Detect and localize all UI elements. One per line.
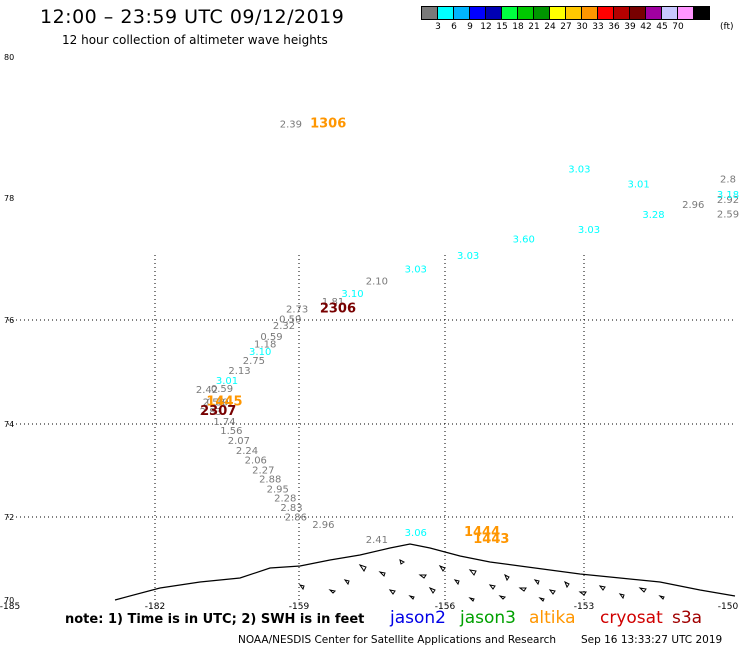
pass-time-label: 1445 [206, 394, 242, 409]
legend-jason3: jason3 [460, 608, 516, 628]
color-swatch [693, 6, 710, 20]
wave-height-label: 2.73 [286, 305, 308, 316]
wave-height-label: 3.03 [457, 251, 479, 262]
color-scale-tick: 36 [608, 22, 620, 32]
color-scale-tick: 42 [640, 22, 652, 32]
pass-time-label: 1306 [310, 117, 346, 132]
color-scale-tick: 24 [544, 22, 556, 32]
pass-time-label: 1444 [464, 525, 500, 540]
pass-time-label: 2307 [200, 404, 236, 419]
color-scale-tick: 33 [592, 22, 604, 32]
gridlines [8, 255, 735, 602]
color-scale-tick: 27 [560, 22, 572, 32]
longitude-label: -156 [435, 602, 456, 612]
wave-height-label: 2.95 [267, 484, 289, 495]
credit-line: NOAA/NESDIS Center for Satellite Applica… [238, 634, 556, 646]
color-scale-tick: 45 [656, 22, 668, 32]
wave-height-label: 2.83 [280, 503, 302, 514]
wave-height-label: 3.03 [578, 225, 600, 236]
wave-height-label: 2.41 [366, 535, 388, 546]
wave-height-label: 1.74 [213, 417, 235, 428]
wave-height-label: 3.06 [405, 528, 427, 539]
wave-height-label: 3.03 [568, 165, 590, 176]
color-scale-tick: 9 [467, 22, 473, 32]
map-subtitle: 12 hour collection of altimeter wave hei… [62, 33, 328, 47]
wave-height-label: 3.10 [249, 347, 271, 358]
longitude-label: -150 [718, 602, 739, 612]
latitude-label: 72 [4, 513, 14, 522]
footer-note: note: 1) Time is in UTC; 2) SWH is in fe… [65, 612, 365, 627]
wave-height-label: 1.56 [220, 426, 242, 437]
wave-height-label: 0.59 [260, 332, 282, 343]
map-title: 12:00 – 23:59 UTC 09/12/2019 [40, 6, 345, 28]
wave-height-label: 3.03 [405, 264, 427, 275]
wave-height-label: 2.24 [236, 446, 258, 457]
wave-height-label: 2.10 [366, 277, 388, 288]
wave-height-label: 3.10 [341, 289, 363, 300]
wave-height-label: 0.59 [279, 315, 301, 326]
wave-height-label: 2.28 [274, 494, 296, 505]
wave-height-label: 3.18 [717, 190, 739, 201]
latitude-label: 76 [4, 316, 14, 325]
color-scale-labels: 3 6 9 12 15 18 21 24 27 30 33 36 39 42 45 70 [422, 22, 740, 36]
wave-height-label: 2.42 [196, 385, 218, 396]
pass-time-label: 2306 [320, 302, 356, 317]
color-scale-tick: 21 [528, 22, 540, 32]
wave-height-label: 2.92 [717, 195, 739, 206]
wave-height-label: 2.39 [280, 120, 302, 131]
color-scale-tick: 39 [624, 22, 636, 32]
color-scale-unit: (ft) [720, 22, 734, 32]
wave-height-label: 2.06 [245, 456, 267, 467]
color-scale-bar [421, 6, 710, 20]
color-scale-tick: 18 [512, 22, 524, 32]
legend-cryosat: cryosat [600, 608, 663, 628]
wave-height-label: 1.81 [322, 297, 344, 308]
wave-height-label: 2.07 [228, 436, 250, 447]
wave-height-label: 3.28 [642, 210, 664, 221]
wave-height-label: 2.96 [312, 520, 334, 531]
wave-height-label: 2.83 [200, 407, 222, 418]
latitude-label: 74 [4, 420, 14, 429]
color-scale-tick: 30 [576, 22, 588, 32]
pass-time-label: 1443 [473, 532, 509, 547]
alaska-coastline [114, 543, 736, 602]
wave-height-label: 2.75 [243, 356, 265, 367]
wave-height-label: 3.01 [628, 179, 650, 190]
observation-labels: 2.39 1306 3.03 3.01 2.8 2.96 2.923.18 2.59 3.28 3… [196, 117, 739, 548]
wave-height-label: 2.86 [285, 512, 307, 523]
longitude-label: -182 [145, 602, 165, 612]
color-scale-tick: 6 [451, 22, 457, 32]
wave-height-label: 0.59 [206, 397, 228, 408]
color-scale-tick: 3 [435, 22, 441, 32]
wave-height-label: 2.58 [203, 397, 225, 408]
wave-height-label: 3.60 [513, 235, 535, 246]
wave-height-label: 0.59 [211, 384, 233, 395]
color-scale-tick: 12 [480, 22, 492, 32]
generated-timestamp: Sep 16 13:33:27 UTC 2019 [581, 634, 723, 646]
latitude-label: 80 [4, 53, 14, 62]
color-scale-tick: 15 [496, 22, 508, 32]
wave-height-label: 2.27 [252, 465, 274, 476]
legend-altika: altika [529, 608, 576, 628]
longitude-label: -185 [0, 602, 20, 612]
axis-labels: 80 78 76 74 72 70-185 -182 -159 -156 -153 -150 [0, 53, 738, 612]
legend-s3a: s3a [672, 608, 703, 628]
wave-height-label: 3.01 [216, 376, 238, 387]
wave-height-label: 2.88 [259, 475, 281, 486]
wave-height-label: 2.8 [720, 174, 736, 185]
color-scale-tick: 70 [672, 22, 684, 32]
wave-height-label: 2.59 [717, 210, 739, 221]
latitude-label: 78 [4, 194, 14, 203]
latitude-label: 70 [4, 596, 14, 605]
longitude-label: -159 [289, 602, 310, 612]
legend-jason2: jason2 [390, 608, 446, 628]
longitude-label: -153 [574, 602, 594, 612]
wave-height-label: 2.96 [682, 200, 704, 211]
wave-height-label: 2.13 [228, 366, 250, 377]
wave-height-label: 1.18 [254, 340, 276, 351]
wave-height-label: 2.32 [273, 321, 295, 332]
